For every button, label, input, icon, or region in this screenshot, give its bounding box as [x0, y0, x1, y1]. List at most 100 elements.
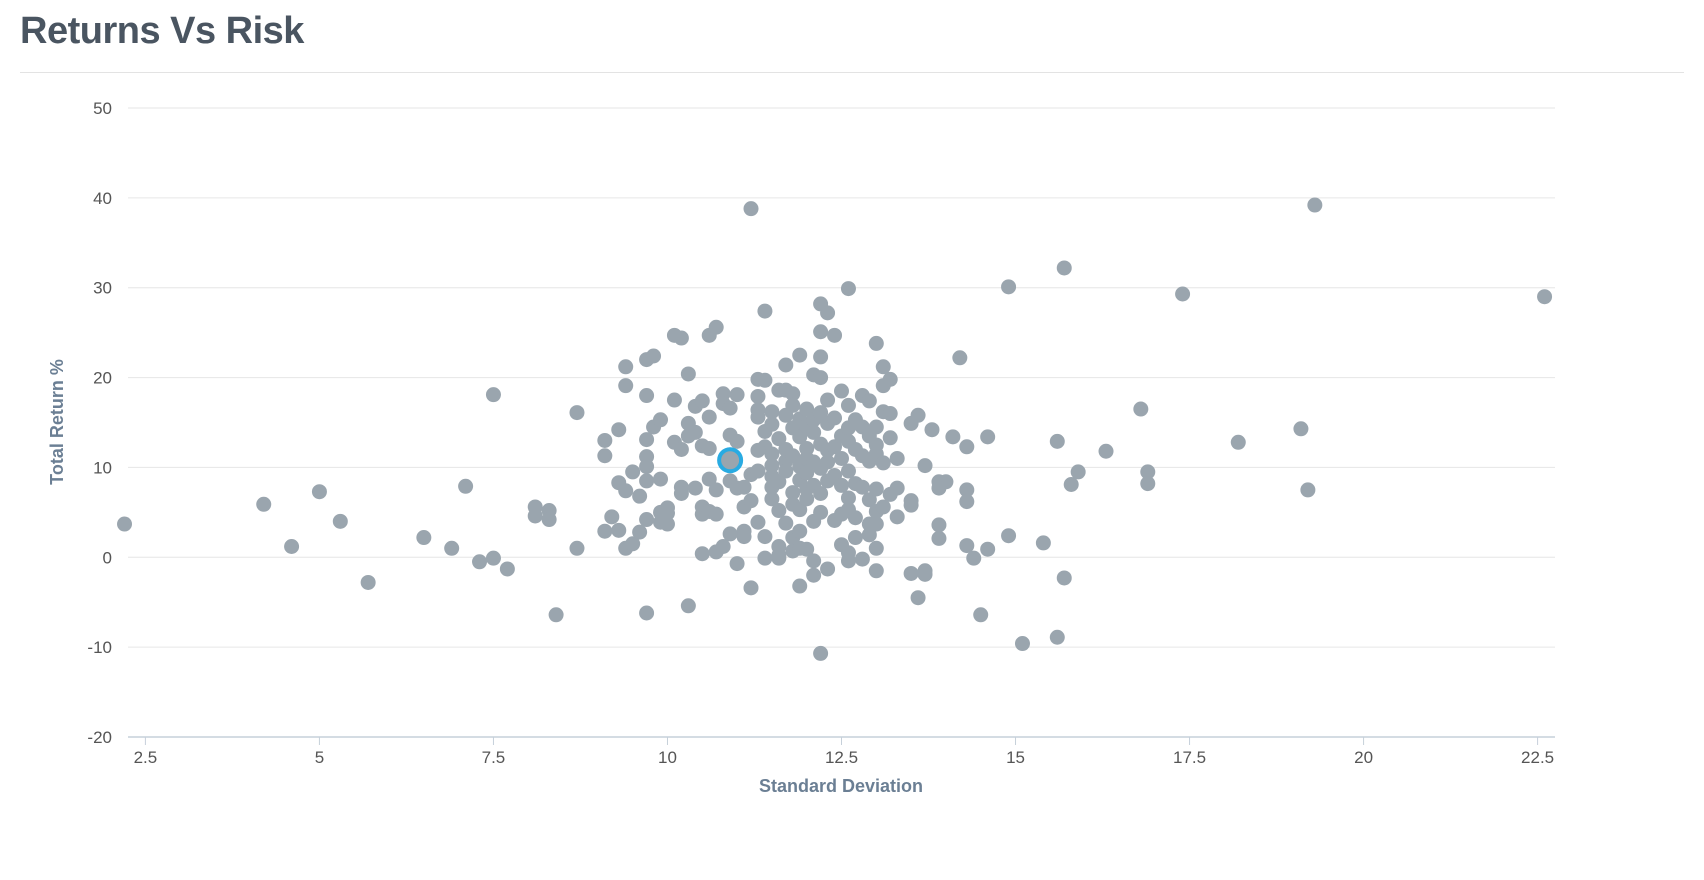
data-point: [882, 406, 898, 422]
data-point: [284, 539, 300, 555]
data-point: [1056, 260, 1072, 276]
data-point: [875, 455, 891, 471]
data-point: [875, 499, 891, 515]
data-point: [639, 432, 655, 448]
data-point: [861, 527, 877, 543]
data-point: [868, 419, 884, 435]
data-point: [1001, 528, 1017, 544]
data-point: [889, 509, 905, 525]
x-tick-label: 15: [1006, 748, 1025, 767]
data-point: [980, 429, 996, 445]
data-point: [868, 540, 884, 556]
data-point: [687, 424, 703, 440]
data-point: [917, 566, 933, 582]
data-point: [875, 359, 891, 375]
data-point: [834, 477, 849, 493]
data-point: [813, 405, 829, 421]
data-point: [708, 319, 724, 335]
data-point: [931, 480, 947, 496]
x-tick-label: 2.5: [134, 748, 158, 767]
data-point: [813, 324, 829, 340]
data-point: [903, 497, 919, 513]
data-point: [868, 563, 884, 579]
data-point: [632, 488, 648, 504]
data-point: [485, 550, 501, 566]
data-point: [1230, 434, 1246, 450]
x-tick-label: 20: [1354, 748, 1373, 767]
x-tick-label: 17.5: [1173, 748, 1206, 767]
data-point: [868, 335, 884, 351]
data-point: [799, 401, 815, 417]
data-point: [680, 366, 696, 382]
data-point: [889, 450, 905, 466]
x-tick-label: 22.5: [1521, 748, 1554, 767]
data-point: [750, 514, 766, 530]
data-point: [868, 516, 884, 532]
data-point: [743, 493, 759, 509]
data-point: [499, 561, 515, 577]
data-point: [834, 537, 849, 553]
x-tick-label: 10: [658, 748, 677, 767]
title-divider: [20, 72, 1684, 73]
data-point: [945, 429, 961, 445]
data-point: [827, 327, 843, 343]
data-point: [792, 523, 808, 539]
data-point: [673, 441, 689, 457]
data-point: [653, 471, 669, 487]
data-point: [639, 473, 655, 489]
data-point: [458, 478, 474, 494]
data-point: [597, 432, 613, 448]
data-point: [834, 450, 849, 466]
data-point: [625, 464, 641, 480]
data-point: [952, 350, 968, 366]
data-point: [792, 429, 808, 445]
data-point: [980, 541, 996, 557]
data-point: [632, 524, 648, 540]
data-point: [708, 506, 724, 522]
y-axis-label: Total Return %: [47, 359, 67, 485]
data-point: [799, 491, 815, 507]
data-point: [715, 539, 731, 555]
data-point: [813, 504, 829, 520]
data-point: [548, 607, 564, 623]
data-point: [757, 529, 773, 545]
data-point: [639, 512, 655, 528]
data-point: [1056, 570, 1072, 586]
data-point: [1307, 197, 1323, 213]
data-point: [771, 503, 787, 519]
data-point: [834, 383, 849, 399]
x-tick-label: 12.5: [825, 748, 858, 767]
data-point: [1049, 629, 1065, 645]
data-point: [931, 530, 947, 546]
data-point: [332, 513, 348, 529]
y-tick-label: 20: [93, 369, 112, 388]
data-point: [959, 494, 975, 510]
data-point: [847, 510, 863, 526]
y-tick-label: -20: [87, 728, 112, 747]
data-point: [854, 479, 870, 495]
data-point: [959, 482, 975, 498]
data-point: [597, 523, 613, 539]
data-point: [820, 392, 836, 408]
data-point: [1537, 289, 1553, 305]
data-point: [924, 422, 940, 438]
data-point: [966, 550, 982, 566]
data-point: [799, 541, 815, 557]
data-point: [757, 372, 773, 388]
data-point: [472, 554, 488, 570]
x-tick-label: 5: [315, 748, 324, 767]
data-point: [750, 409, 766, 425]
data-point: [778, 515, 794, 531]
data-point: [708, 482, 724, 498]
data-point: [750, 463, 766, 479]
data-point: [875, 378, 891, 394]
data-point: [868, 481, 884, 497]
page-title: Returns Vs Risk: [20, 10, 304, 52]
data-point: [840, 463, 856, 479]
y-tick-label: 0: [103, 548, 112, 567]
data-point: [757, 303, 773, 319]
data-point: [771, 431, 787, 447]
data-point: [701, 471, 717, 487]
data-point: [1175, 286, 1191, 302]
data-point: [736, 529, 752, 545]
